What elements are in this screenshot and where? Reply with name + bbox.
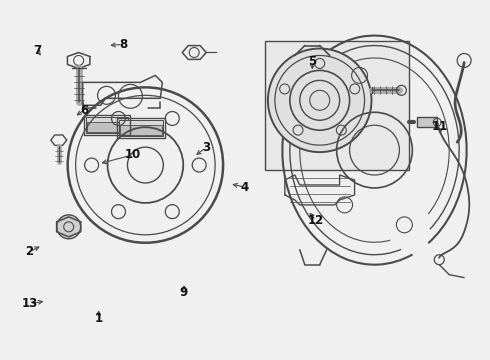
Text: 2: 2: [25, 245, 33, 258]
Bar: [417, 117, 437, 127]
Text: 12: 12: [308, 214, 324, 227]
Bar: [87, 122, 127, 132]
Bar: [121, 125, 162, 135]
Text: 4: 4: [241, 181, 249, 194]
Text: 7: 7: [33, 44, 42, 57]
Circle shape: [57, 215, 81, 239]
Text: 1: 1: [95, 311, 102, 325]
Text: 5: 5: [308, 55, 317, 68]
Text: 9: 9: [180, 287, 188, 300]
Text: 13: 13: [22, 297, 38, 310]
Text: 11: 11: [432, 120, 448, 133]
Bar: [86, 117, 128, 133]
Text: 8: 8: [119, 38, 127, 51]
Circle shape: [268, 49, 371, 152]
Text: 6: 6: [80, 104, 88, 117]
Bar: [265, 41, 409, 170]
Text: 3: 3: [202, 141, 210, 154]
Text: 10: 10: [124, 148, 141, 161]
Bar: [120, 120, 163, 136]
